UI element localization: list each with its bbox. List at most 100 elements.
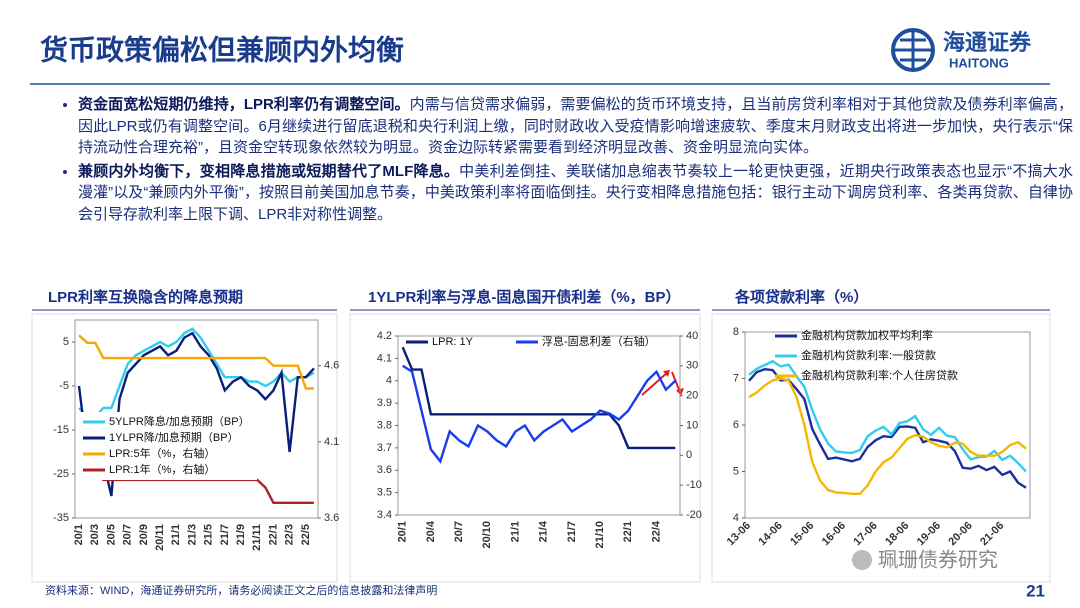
y-tick-label: -5 <box>59 380 69 392</box>
x-tick-label: 21/5 <box>203 524 215 545</box>
chart-frame <box>31 313 338 583</box>
x-tick-label: 21/11 <box>251 524 263 551</box>
series-line <box>78 334 314 390</box>
legend-label: 金融机构贷款利率:个人住房贷款 <box>801 368 958 382</box>
y-tick-label: 8 <box>733 326 739 338</box>
x-tick-label: 22/1 <box>622 521 634 542</box>
legend-box <box>77 412 257 480</box>
series-line <box>401 346 676 450</box>
x-tick-label: 22/1 <box>267 524 279 545</box>
x-tick-label: 20/5 <box>105 524 117 545</box>
y2-tick-label: 0 <box>686 449 692 461</box>
series-line <box>402 364 677 464</box>
x-tick-label: 13-06 <box>725 520 753 548</box>
legend-label: 金融机构贷款利率:一般贷款 <box>801 348 936 362</box>
x-tick-label: 21/3 <box>186 524 198 545</box>
y2-tick-label: -20 <box>686 509 702 521</box>
y-tick-label: 3.4 <box>377 509 392 521</box>
y-tick-label: -35 <box>53 512 69 524</box>
chart-frame <box>711 313 1051 583</box>
x-tick-label: 21/9 <box>235 524 247 545</box>
x-tick-label: 22/4 <box>650 520 662 542</box>
x-tick-label: 21/10 <box>594 521 606 549</box>
y-tick-label: 5 <box>733 465 739 477</box>
y-tick-label: -15 <box>53 424 69 436</box>
plot-area <box>397 335 681 516</box>
x-tick-label: 21/4 <box>538 520 550 542</box>
x-tick-label: 18-06 <box>883 520 911 548</box>
legend-label: 浮息-固息利差（右轴） <box>542 334 656 348</box>
x-tick-label: 20/4 <box>425 520 437 542</box>
x-tick-label: 19-06 <box>915 520 943 548</box>
y-tick-label: 4 <box>386 375 392 387</box>
x-tick-label: 17-06 <box>851 520 879 548</box>
watermark: 珮珊债券研究 <box>878 548 998 571</box>
x-tick-label: 16-06 <box>820 520 848 548</box>
bullet-lead: 资金面宽松短期仍维持，LPR利率仍有调整空间。 <box>78 96 410 113</box>
x-tick-label: 20/1 <box>73 524 85 545</box>
x-tick-label: 20/11 <box>154 524 166 551</box>
y-tick-label: 6 <box>733 419 739 431</box>
y-tick-label: -25 <box>53 468 69 480</box>
series-line <box>748 367 1027 489</box>
chart-title: 各项贷款利率（%） <box>734 288 868 306</box>
watermark-icon <box>852 550 872 570</box>
y2-tick-label: 30 <box>686 360 698 372</box>
x-tick-label: 21/1 <box>509 521 521 542</box>
y-tick-label: 3.7 <box>377 442 392 454</box>
series-line <box>748 359 1027 473</box>
logo-glyph <box>893 30 933 70</box>
y2-tick-label: -10 <box>686 479 702 491</box>
x-tick-label: 14-06 <box>756 520 784 548</box>
x-tick-label: 21/7 <box>219 524 231 545</box>
slide-title: 货币政策偏松但兼顾内外均衡 <box>40 33 404 65</box>
x-tick-label: 20-06 <box>946 520 974 548</box>
bullets: 资金面宽松短期仍维持，LPR利率仍有调整空间。内需与信贷需求偏弱，需要偏松的货币… <box>40 94 1073 227</box>
y-tick-label: 7 <box>733 372 739 384</box>
x-tick-label: 20/10 <box>481 521 493 549</box>
bullet: 资金面宽松短期仍维持，LPR利率仍有调整空间。内需与信贷需求偏弱，需要偏松的货币… <box>78 94 1073 159</box>
x-tick-label: 21-06 <box>978 520 1006 548</box>
annotation-arrow <box>641 371 669 396</box>
y2-tick-label: 10 <box>686 419 698 431</box>
y-tick-label: 3.8 <box>377 419 392 431</box>
series-line <box>748 377 1027 495</box>
chart-title: 1YLPR利率与浮息-固息国开债利差（%，BP） <box>368 288 681 306</box>
x-tick-label: 21/7 <box>566 521 578 542</box>
chart-title: LPR利率互换隐含的降息预期 <box>48 288 243 306</box>
x-tick-label: 15-06 <box>788 520 816 548</box>
y-tick-label: 4.2 <box>377 330 392 342</box>
footer-source: 资料来源：WIND，海通证券研究所，请务必阅读正文之后的信息披露和法律声明 <box>45 583 437 597</box>
x-tick-label: 20/9 <box>138 524 150 545</box>
x-tick-label: 22/5 <box>300 524 312 545</box>
page-number: 21 <box>1026 581 1045 600</box>
y-tick-label: 3.5 <box>377 487 392 499</box>
bullet-lead: 兼顾内外均衡下，变相降息措施或短期替代了MLF降息。 <box>78 162 460 180</box>
y2-tick-label: 40 <box>686 330 698 342</box>
y-tick-label: 5 <box>63 336 69 348</box>
y2-tick-label: 3.6 <box>324 512 339 524</box>
annotation-arrowhead <box>663 370 670 377</box>
logo: 海通证券 HAITONG <box>891 28 1032 72</box>
x-tick-label: 20/7 <box>122 524 134 545</box>
logo-cn: 海通证券 <box>943 30 1032 55</box>
logo-en: HAITONG <box>949 55 1009 70</box>
x-tick-label: 20/3 <box>89 524 101 545</box>
y2-tick-label: 20 <box>686 390 698 402</box>
legend-label: 金融机构贷款加权平均利率 <box>801 328 933 342</box>
bullet-text: 内需与信贷需求偏弱，需要偏松的货币环境支持，且当前房贷利率相对于其他贷款及债券利… <box>78 96 1073 156</box>
y-tick-label: 3.6 <box>377 464 392 476</box>
x-tick-label: 20/1 <box>397 521 409 542</box>
legend-label: LPR:5年（%，右轴） <box>109 446 215 460</box>
bullet: 兼顾内外均衡下，变相降息措施或短期替代了MLF降息。中美利差倒挂、美联储加息缩表… <box>78 161 1073 226</box>
plot-area <box>74 319 319 519</box>
y-tick-label: 3.9 <box>377 397 392 409</box>
y-tick-label: 4.1 <box>377 352 392 364</box>
legend-label: LPR: 1Y <box>432 336 474 348</box>
x-tick-label: 20/7 <box>453 521 465 542</box>
y-tick-label: 4 <box>733 512 739 524</box>
series-line <box>78 327 315 418</box>
y2-tick-label: 4.1 <box>324 436 339 448</box>
